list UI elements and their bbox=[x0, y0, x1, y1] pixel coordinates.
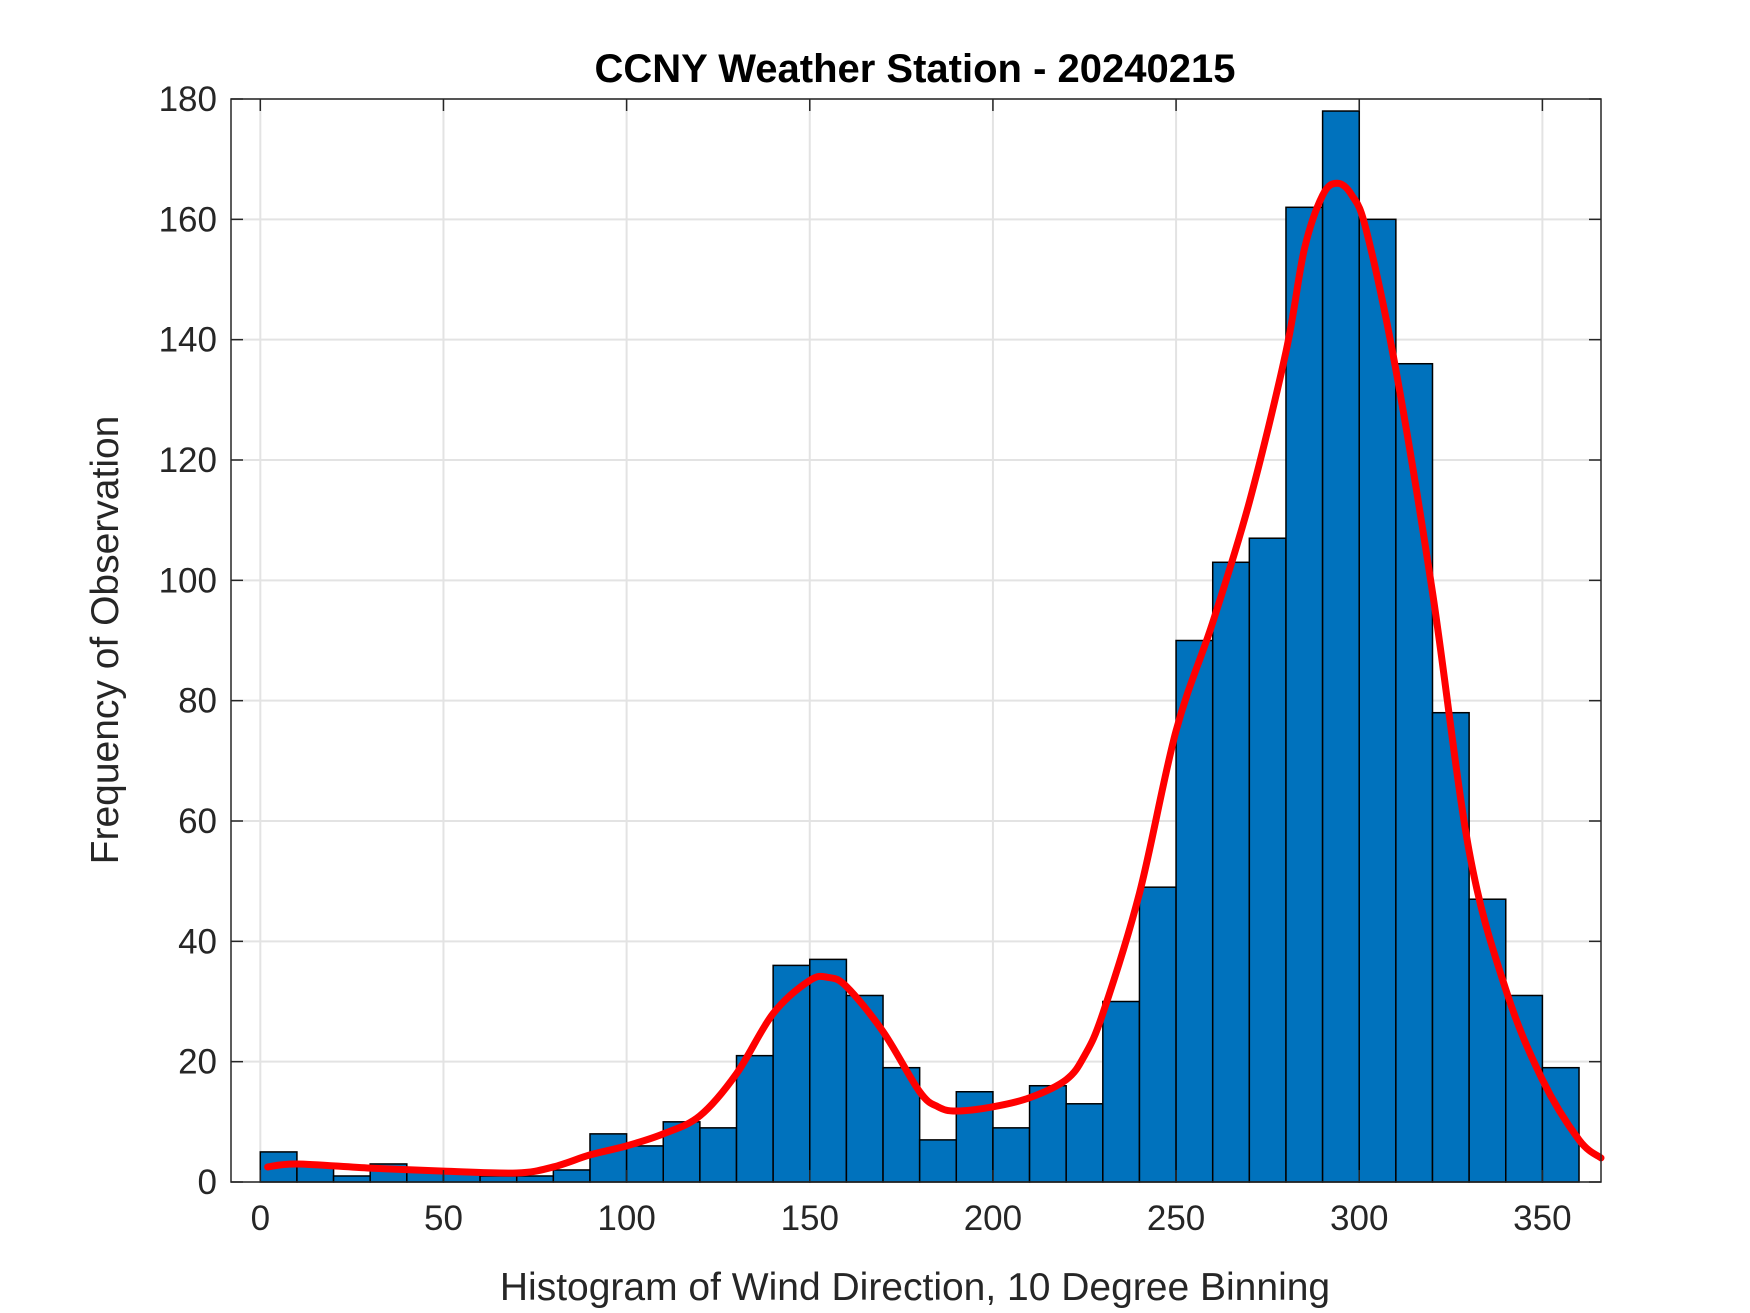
histogram-bar bbox=[515, 1175, 555, 1183]
histogram-bar bbox=[1211, 561, 1251, 1183]
histogram-bar bbox=[699, 1127, 738, 1183]
y-tick-label: 20 bbox=[178, 1043, 217, 1082]
y-axis-label: Frequency of Observation bbox=[84, 416, 127, 865]
y-tick-label: 0 bbox=[198, 1163, 217, 1202]
y-tick-label: 180 bbox=[159, 80, 217, 119]
y-tick-label: 80 bbox=[178, 682, 217, 721]
histogram-bar bbox=[1248, 537, 1287, 1183]
histogram-bar bbox=[1138, 886, 1177, 1183]
histogram-bar bbox=[992, 1127, 1031, 1183]
x-tick-label: 100 bbox=[597, 1199, 655, 1238]
y-tick-label: 100 bbox=[159, 561, 217, 600]
histogram-bar bbox=[918, 1139, 958, 1183]
x-tick-label: 0 bbox=[251, 1199, 270, 1238]
histogram-bar bbox=[1358, 218, 1397, 1183]
histogram-bar bbox=[1505, 994, 1544, 1183]
x-axis-label: Histogram of Wind Direction, 10 Degree B… bbox=[500, 1266, 1330, 1309]
histogram-bar bbox=[625, 1145, 664, 1183]
x-tick-label: 250 bbox=[1147, 1199, 1205, 1238]
histogram-bar bbox=[1102, 1000, 1141, 1183]
x-tick-label: 300 bbox=[1330, 1199, 1388, 1238]
histogram-bar bbox=[809, 958, 848, 1183]
x-tick-label: 50 bbox=[424, 1199, 463, 1238]
histogram-bar bbox=[1395, 362, 1434, 1183]
histogram-bar bbox=[1028, 1084, 1067, 1183]
histogram-bar bbox=[1285, 206, 1324, 1183]
histogram-bar bbox=[332, 1175, 371, 1183]
y-tick-label: 40 bbox=[178, 922, 217, 961]
histogram-bar bbox=[1065, 1103, 1104, 1183]
fit-curve bbox=[264, 179, 1605, 1177]
histogram-bar bbox=[735, 1054, 774, 1183]
histogram-bar bbox=[589, 1133, 628, 1183]
x-tick-label: 350 bbox=[1513, 1199, 1571, 1238]
histogram-bar bbox=[1431, 711, 1470, 1183]
histogram-bars bbox=[259, 110, 1580, 1183]
histogram-bar bbox=[479, 1175, 518, 1183]
y-tick-label: 140 bbox=[159, 321, 217, 360]
histogram-bar bbox=[1321, 110, 1360, 1183]
axis-ticks: 0 50 100 150 200 250 300 350 0 20 40 60 80 100 120 140 1… bbox=[159, 80, 1601, 1238]
histogram-bar bbox=[552, 1169, 591, 1183]
x-tick-label: 200 bbox=[964, 1199, 1022, 1238]
y-tick-label: 60 bbox=[178, 802, 217, 841]
plot-frame bbox=[230, 98, 1602, 1183]
y-tick-label: 160 bbox=[159, 200, 217, 239]
chart-title: CCNY Weather Station - 20240215 bbox=[595, 47, 1236, 91]
x-tick-label: 150 bbox=[781, 1199, 839, 1238]
y-tick-label: 120 bbox=[159, 441, 217, 480]
